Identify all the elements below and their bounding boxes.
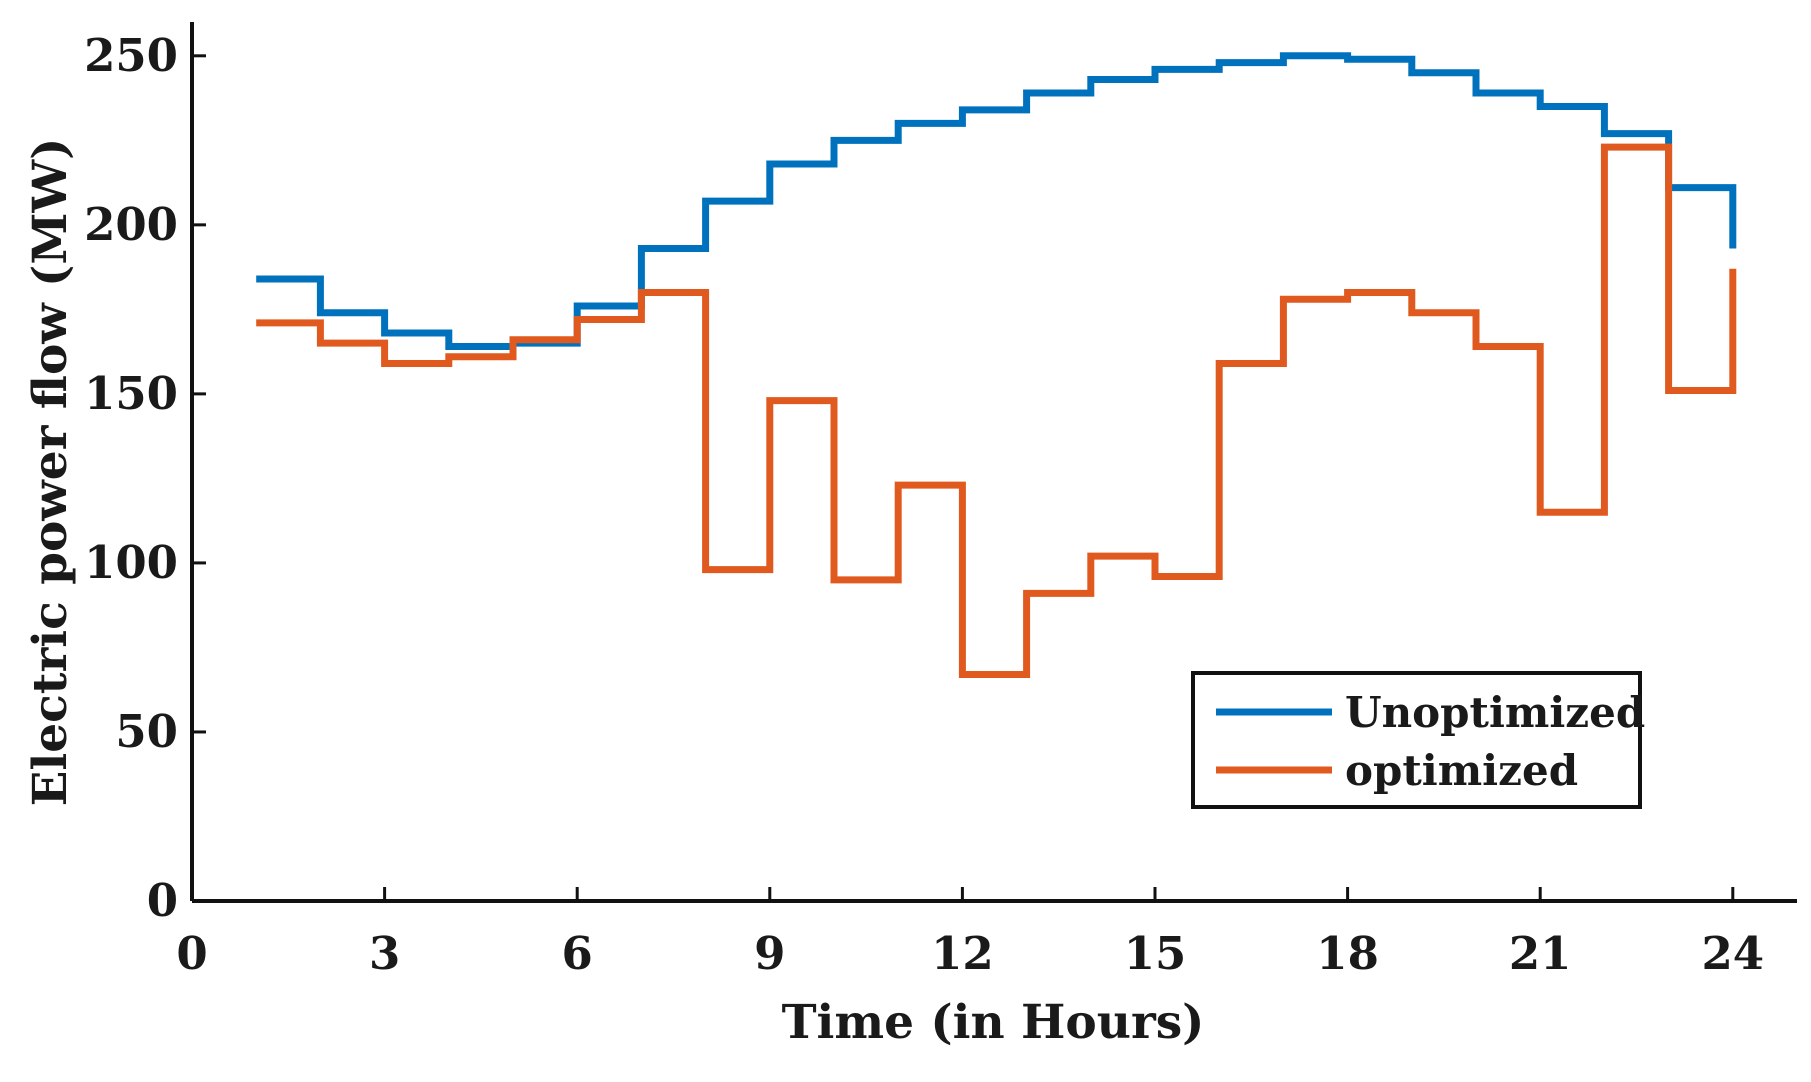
- legend-box: [1191, 671, 1642, 809]
- x-axis-label: Time (in Hours): [782, 995, 1205, 1050]
- x-tick-label: 6: [562, 927, 593, 980]
- legend-label: optimized: [1345, 746, 1578, 795]
- series-line-unoptimized: [256, 52, 1737, 351]
- x-tick-label: 3: [369, 927, 400, 980]
- axes: 0 3 6 9 12 15 18 21 24 0 50 100 150 200 250: [84, 22, 1797, 980]
- series-line-optimized: [256, 143, 1737, 678]
- x-tick-label: 18: [1316, 927, 1379, 980]
- y-tick-label: 150: [84, 367, 178, 420]
- y-tick-label: 0: [147, 874, 178, 927]
- y-tick-label: 100: [84, 536, 178, 589]
- x-tick-label: 9: [754, 927, 785, 980]
- series-group: [256, 52, 1737, 678]
- legend: Unoptimized optimized: [1191, 671, 1645, 809]
- x-tick-label: 24: [1701, 927, 1764, 980]
- x-tick-label: 15: [1124, 927, 1187, 980]
- x-tick-label: 0: [176, 927, 207, 980]
- y-tick-label: 50: [115, 705, 178, 758]
- y-axis-label: Electric power flow (MW): [23, 138, 78, 807]
- x-tick-label: 21: [1509, 927, 1572, 980]
- x-tick-label: 12: [931, 927, 994, 980]
- y-tick-label: 200: [84, 198, 178, 251]
- legend-label: Unoptimized: [1345, 688, 1645, 737]
- y-tick-label: 250: [84, 29, 178, 82]
